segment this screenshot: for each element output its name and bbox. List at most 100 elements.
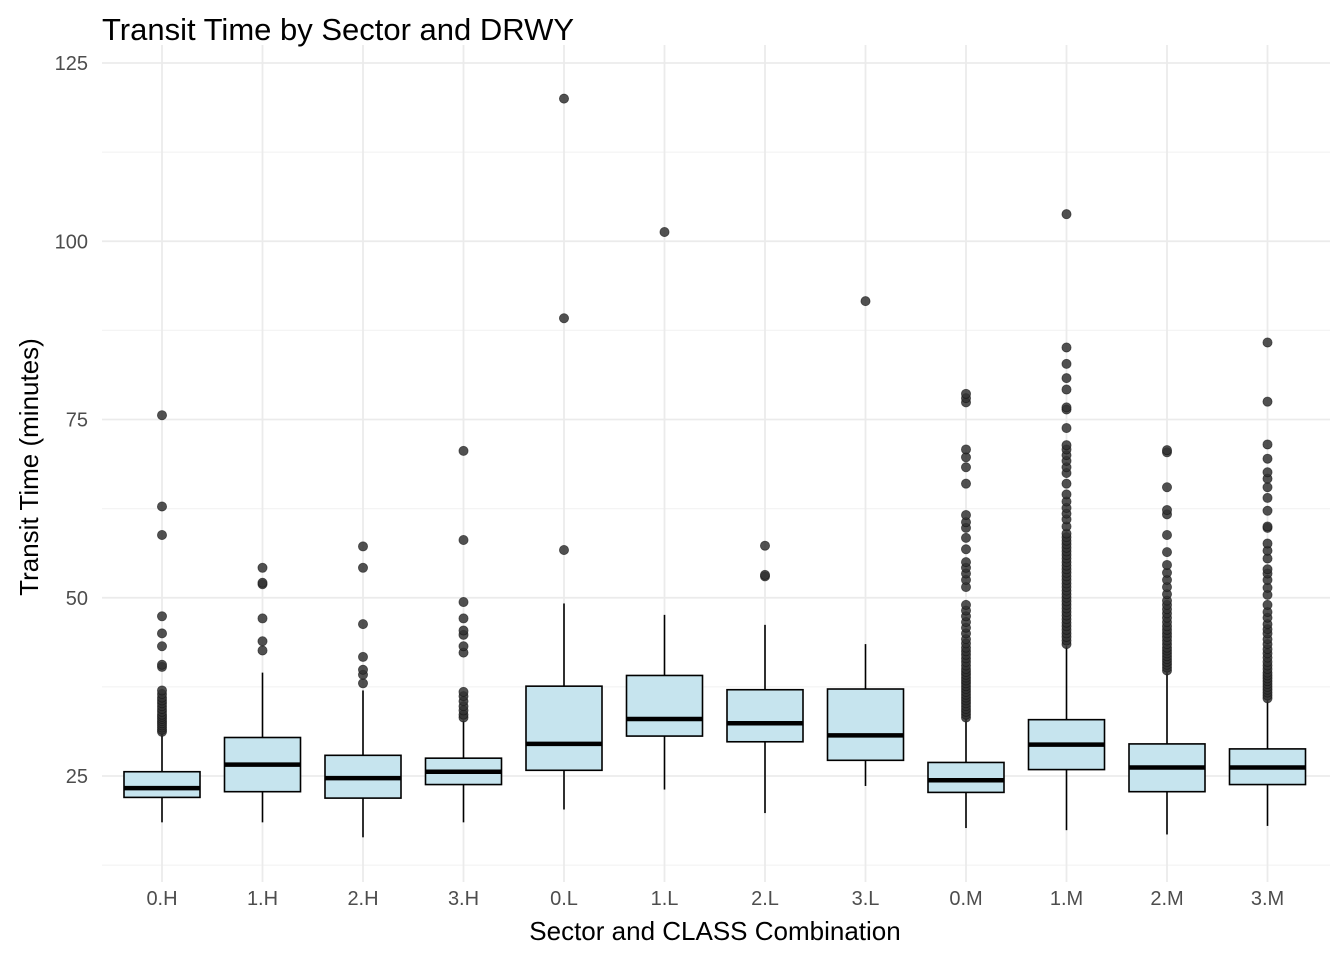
box-0.L (525, 603, 603, 810)
box-3.L (826, 644, 905, 786)
outlier-point (458, 613, 469, 624)
outlier-point (559, 544, 570, 555)
y-axis-title: Transit Time (minutes) (14, 338, 44, 596)
outlier-point (357, 562, 368, 573)
outlier-point (357, 541, 368, 552)
outlier-point (156, 410, 167, 421)
iqr-box (826, 688, 905, 762)
outlier-point (1262, 505, 1273, 516)
box-2.M (1128, 672, 1206, 835)
outlier-point (357, 664, 368, 675)
x-tick-label: 3.H (448, 888, 479, 910)
outlier-point (1262, 492, 1273, 503)
outlier-point (357, 678, 368, 689)
outlier-point (1262, 396, 1273, 407)
box-0.M (927, 718, 1005, 829)
x-tick-label: 1.M (1050, 888, 1083, 910)
outlier-point (1262, 564, 1273, 575)
outlier-point (1061, 342, 1072, 353)
iqr-box (123, 770, 201, 799)
outlier-point (760, 540, 771, 551)
outlier-point (357, 651, 368, 662)
outlier-point (760, 569, 771, 580)
outlier-point (961, 388, 972, 399)
outlier-point (961, 444, 972, 455)
outlier-point (961, 599, 972, 610)
x-axis-title: Sector and CLASS Combination (529, 916, 900, 946)
x-tick-label: 1.L (651, 888, 679, 910)
outlier-point (1162, 482, 1173, 493)
tick-layer: 25 50 75 100 125 0.H 1.H 2.H 3.H 0.L 1.L 2.L 3.L 0.M 1… (55, 53, 1285, 910)
x-tick-label: 2.L (751, 888, 779, 910)
outlier-point (1262, 482, 1273, 493)
outlier-point (1061, 489, 1072, 500)
outlier-point (458, 534, 469, 545)
outlier-point (1061, 373, 1072, 384)
box-2.H (324, 690, 402, 838)
outlier-point (257, 577, 268, 588)
outlier-point (1262, 521, 1273, 532)
outlier-point (257, 562, 268, 573)
outlier-point (458, 445, 469, 456)
outlier-point (961, 462, 972, 473)
outlier-point (1262, 467, 1273, 478)
outlier-point (1162, 530, 1173, 541)
iqr-box (525, 685, 603, 772)
outlier-point (1162, 559, 1173, 570)
outlier-point (458, 625, 469, 636)
outlier-point (961, 557, 972, 568)
box-1.H (223, 672, 302, 823)
x-tick-label: 0.L (550, 888, 578, 910)
outlier-point (1262, 453, 1273, 464)
x-tick-label: 0.H (146, 888, 177, 910)
y-tick-label: 25 (66, 766, 88, 788)
x-tick-label: 2.M (1150, 888, 1183, 910)
chart-title: Transit Time by Sector and DRWY (102, 12, 574, 47)
outlier-point (458, 641, 469, 652)
y-tick-label: 75 (66, 410, 88, 432)
box-3.H (424, 720, 503, 823)
outlier-point (458, 597, 469, 608)
outlier-point (961, 510, 972, 521)
outlier-point (1061, 402, 1072, 413)
box-1.M (1027, 646, 1106, 831)
outlier-point (257, 636, 268, 647)
outlier-point (156, 685, 167, 696)
box-0.H (123, 733, 201, 823)
outlier-point (961, 544, 972, 555)
outlier-point (156, 611, 167, 622)
y-tick-label: 50 (66, 588, 88, 610)
outlier-point (257, 613, 268, 624)
x-tick-label: 3.L (852, 888, 880, 910)
y-tick-label: 100 (55, 231, 88, 253)
outlier-point (1061, 358, 1072, 369)
outlier-point (1262, 439, 1273, 450)
outlier-point (156, 628, 167, 639)
outlier-layer (156, 93, 1273, 737)
outlier-point (961, 532, 972, 543)
iqr-box (625, 674, 704, 737)
outlier-point (257, 645, 268, 656)
outlier-point (156, 530, 167, 541)
y-tick-label: 125 (55, 53, 88, 75)
outlier-point (659, 226, 670, 237)
outlier-point (1162, 445, 1173, 456)
outlier-point (961, 478, 972, 489)
outlier-point (458, 686, 469, 697)
outlier-point (1262, 337, 1273, 348)
outlier-point (357, 619, 368, 630)
outlier-point (1061, 478, 1072, 489)
box-layer (123, 603, 1307, 838)
iqr-box (927, 761, 1005, 794)
outlier-point (1162, 547, 1173, 558)
box-3.M (1228, 700, 1307, 826)
outlier-point (559, 313, 570, 324)
outlier-point (156, 641, 167, 652)
outlier-point (156, 659, 167, 670)
outlier-point (1061, 384, 1072, 395)
x-tick-label: 1.H (247, 888, 278, 910)
x-tick-label: 2.H (347, 888, 378, 910)
outlier-point (156, 501, 167, 512)
outlier-point (1162, 505, 1173, 516)
